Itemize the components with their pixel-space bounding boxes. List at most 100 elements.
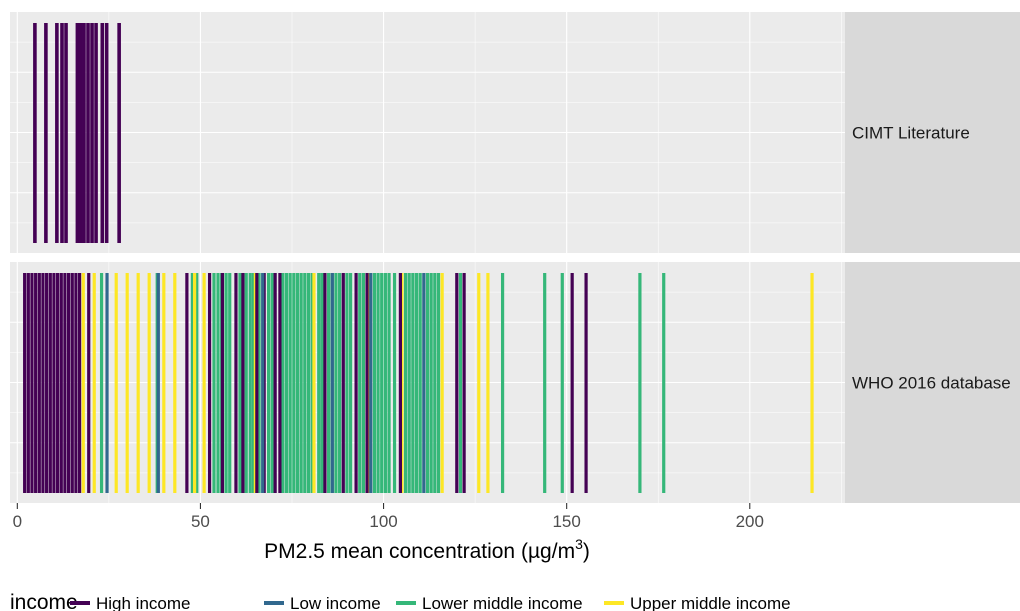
barcode-mark <box>278 273 282 493</box>
barcode-mark <box>380 273 384 493</box>
barcode-mark <box>45 273 49 493</box>
barcode-mark <box>560 273 564 493</box>
barcode-mark <box>367 273 371 493</box>
barcode-mark <box>67 273 71 493</box>
barcode-mark <box>156 273 160 493</box>
barcode-mark <box>330 273 334 493</box>
barcode-mark <box>387 273 391 493</box>
barcode-mark <box>228 273 232 493</box>
barcode-mark <box>92 273 96 493</box>
barcode-mark <box>55 23 59 243</box>
barcode-mark <box>74 273 78 493</box>
barcode-mark <box>94 23 98 243</box>
barcode-mark <box>299 273 303 493</box>
barcode-mark <box>105 273 109 493</box>
barcode-mark <box>44 23 48 243</box>
barcode-mark <box>433 273 437 493</box>
barcode-mark <box>216 273 220 493</box>
barcode-mark <box>383 273 387 493</box>
barcode-mark <box>462 273 466 493</box>
barcode-mark <box>638 273 642 493</box>
barcode-mark <box>361 273 366 493</box>
x-tick-label: 50 <box>191 512 210 531</box>
barcode-mark <box>100 23 105 243</box>
barcode-mark <box>270 273 274 493</box>
barcode-mark <box>82 23 86 243</box>
barcode-mark <box>202 273 206 493</box>
barcode-mark <box>486 273 490 493</box>
barcode-mark <box>190 273 194 493</box>
barcode-mark <box>338 273 342 493</box>
barcode-mark <box>257 273 261 493</box>
facet-label: WHO 2016 database <box>852 374 1011 393</box>
barcode-mark <box>323 273 327 493</box>
barcode-mark <box>23 273 27 493</box>
legend-title: income <box>10 591 78 611</box>
x-axis-title: PM2.5 mean concentration (µg/m3) <box>264 536 590 563</box>
barcode-mark <box>810 273 814 493</box>
barcode-mark <box>86 23 90 243</box>
barcode-mark <box>310 273 314 493</box>
barcode-mark <box>436 273 441 493</box>
barcode-mark <box>87 273 91 493</box>
facet-strip <box>845 12 1020 253</box>
barcode-mark <box>306 273 311 493</box>
barcode-mark <box>273 273 277 493</box>
barcode-mark <box>114 273 118 493</box>
barcode-mark <box>34 273 38 493</box>
barcode-mark <box>70 273 74 493</box>
barcode-mark <box>348 273 353 493</box>
barcode-mark <box>372 273 376 493</box>
barcode-mark <box>220 273 225 493</box>
barcode-mark <box>37 273 41 493</box>
barcode-mark <box>345 273 349 493</box>
barcode-mark <box>224 273 228 493</box>
barcode-mark <box>136 273 140 493</box>
x-tick-label: 0 <box>13 512 22 531</box>
facet-label: CIMT Literature <box>852 124 970 143</box>
legend-label: Lower middle income <box>422 594 583 611</box>
barcode-mark <box>255 273 259 493</box>
barcode-mark <box>455 273 459 493</box>
x-axis: 0 50 100 150 200 <box>13 503 764 531</box>
barcode-mark <box>64 23 68 243</box>
barcode-mark <box>295 273 300 493</box>
barcode-mark <box>358 273 362 493</box>
barcode-mark <box>195 273 199 493</box>
barcode-mark <box>341 273 345 493</box>
x-tick-label: 150 <box>552 512 580 531</box>
x-tick-label: 200 <box>736 512 764 531</box>
barcode-mark <box>241 273 245 493</box>
barcode-mark <box>173 273 177 493</box>
barcode-mark <box>52 273 56 493</box>
barcode-mark <box>162 273 166 493</box>
panels-layer: CIMT Literature WHO 2016 database <box>10 12 1020 503</box>
barcode-mark <box>312 273 316 493</box>
barcode-mark <box>584 273 588 493</box>
barcode-mark <box>425 273 430 493</box>
barcode-mark <box>414 273 419 493</box>
barcode-mark <box>41 273 45 493</box>
legend-label: Upper middle income <box>630 594 791 611</box>
barcode-mark <box>284 273 289 493</box>
barcode-mark <box>59 273 63 493</box>
barcode-mark <box>117 23 121 243</box>
barcode-mark <box>78 23 83 243</box>
barcode-mark <box>104 23 109 243</box>
barcode-mark <box>192 273 197 493</box>
barcode-mark <box>288 273 292 493</box>
legend-label: High income <box>96 594 191 611</box>
barcode-mark <box>212 273 216 493</box>
barcode-mark <box>429 273 433 493</box>
barcode-mark <box>266 273 271 493</box>
barcode-mark <box>261 273 265 493</box>
barcode-mark <box>354 273 358 493</box>
barcode-mark <box>662 273 666 493</box>
barcode-mark <box>26 273 30 493</box>
barcode-mark <box>543 273 547 493</box>
barcode-mark <box>234 273 238 493</box>
barcode-mark <box>440 273 444 493</box>
barcode-mark <box>56 273 60 493</box>
facet-strip <box>845 262 1020 503</box>
barcode-mark <box>398 273 402 493</box>
